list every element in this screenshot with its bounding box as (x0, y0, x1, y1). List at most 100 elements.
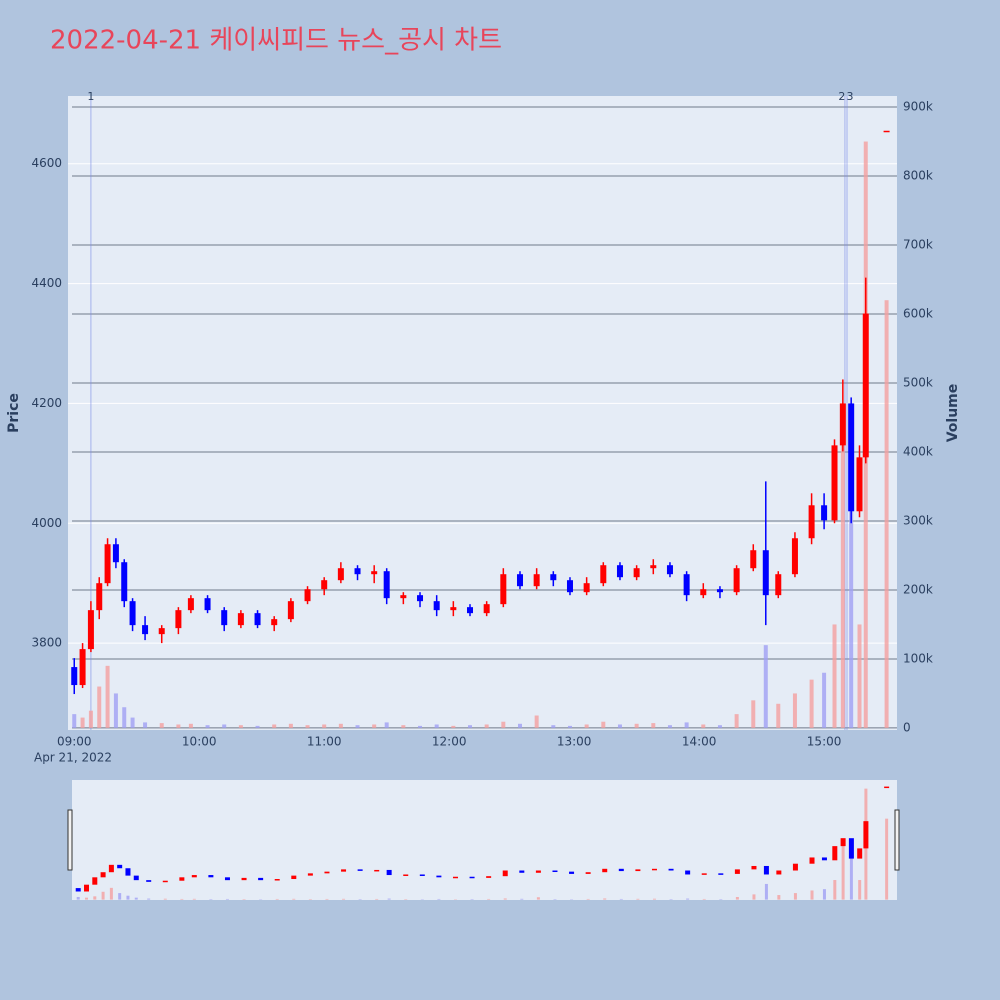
candle-body (96, 583, 103, 611)
candle-body (831, 445, 838, 521)
candle-body (450, 607, 457, 611)
x-tick-label: 11:00 (307, 735, 342, 749)
y2-tick-label: 300k (903, 513, 933, 527)
y2-tick-label: 200k (903, 582, 933, 596)
volume-bar (601, 721, 606, 728)
slider-volume-bar (822, 889, 826, 900)
candle-body (839, 403, 846, 446)
candle-body (550, 574, 557, 581)
slider-handle[interactable] (67, 809, 73, 871)
slider-candle (857, 848, 863, 859)
candle-body (271, 619, 278, 626)
slider-volume-bar (841, 838, 845, 900)
slider-candle (734, 869, 740, 874)
candle-body (337, 568, 344, 581)
candle-body (856, 457, 863, 512)
candle-body (862, 313, 869, 458)
slider-candle (792, 863, 798, 871)
candle-body (221, 610, 228, 626)
y-tick-label: 4600 (31, 156, 62, 170)
slider-volume-bar (858, 880, 862, 900)
slider-candle (519, 870, 525, 873)
volume-bar (517, 723, 522, 728)
plot-area (68, 96, 897, 730)
slider-volume-bar (85, 897, 89, 900)
candle-body (821, 505, 828, 521)
slider-candle (718, 873, 724, 875)
event-label: 2 (838, 90, 845, 103)
slider-candle (486, 876, 492, 878)
volume-bar (97, 686, 102, 728)
slider-volume-bar (375, 898, 379, 900)
slider-volume-bar (118, 893, 122, 900)
volume-bar (468, 725, 473, 728)
slider-candle (374, 869, 380, 872)
slider-volume-bar (358, 899, 362, 900)
range-slider[interactable] (72, 780, 897, 900)
slider-volume-bar (126, 895, 130, 900)
slider-candle (108, 864, 114, 873)
candle-body (700, 589, 707, 596)
candle-body (87, 610, 94, 650)
slider-candle (585, 872, 591, 874)
slider-candle (84, 884, 90, 892)
volume-bar (159, 723, 164, 728)
y-tick-label: 4000 (31, 516, 62, 530)
x-tick-label: 15:00 (807, 735, 842, 749)
slider-volume-bar (325, 898, 329, 900)
volume-bar (205, 725, 210, 728)
candle-body (187, 598, 194, 611)
volume-bar (734, 714, 739, 728)
slider-candle (125, 868, 131, 876)
x-tick-label: 12:00 (432, 735, 467, 749)
slider-volume-bar (308, 899, 312, 900)
y2-tick-label: 600k (903, 307, 933, 321)
slider-candle (75, 888, 81, 892)
candle-body (237, 613, 244, 626)
volume-bar (832, 624, 837, 728)
volume-bar (88, 710, 93, 728)
y-axis-title: Price (6, 393, 22, 433)
x-tick-label: 14:00 (682, 735, 717, 749)
y-tick-label: 4400 (31, 276, 62, 290)
date-label: Apr 21, 2022 (34, 751, 112, 765)
candle-body (383, 571, 390, 599)
volume-bar (667, 725, 672, 728)
candle-body (650, 565, 657, 569)
y-tick-label: 3800 (31, 636, 62, 650)
slider-handle[interactable] (894, 809, 900, 871)
y2-axis-title: Volume (945, 384, 961, 443)
candle-body (204, 598, 211, 611)
slider-candle (569, 871, 575, 874)
volume-bar (884, 300, 889, 728)
slider-volume-bar (93, 896, 97, 900)
volume-bar (551, 725, 556, 728)
chart-title: 2022-04-21 케이씨피드 뉴스_공시 차트 (50, 26, 502, 56)
candle-body (417, 595, 424, 602)
slider-candle (208, 875, 214, 878)
slider-volume-bar (209, 899, 213, 900)
slider-candle (502, 870, 508, 877)
slider-volume-bar (849, 849, 853, 900)
slider-volume-bar (342, 898, 346, 900)
x-tick-label: 10:00 (182, 735, 217, 749)
candle-body (158, 628, 165, 635)
candle-body (71, 667, 78, 686)
slider-candle (117, 864, 123, 869)
slider-candle (668, 868, 674, 871)
slider-candle (651, 868, 657, 871)
volume-bar (484, 724, 489, 728)
candle-body (848, 403, 855, 512)
slider-volume-bar (275, 898, 279, 900)
slider-volume-bar (470, 899, 474, 900)
y-tick-label: 4200 (31, 396, 62, 410)
slider-volume-bar (586, 898, 590, 900)
slider-candle (307, 873, 313, 876)
slider-volume-bar (76, 896, 80, 900)
volume-bar (751, 700, 756, 728)
candle-body (616, 565, 623, 578)
slider-volume-bar (735, 896, 739, 900)
slider-volume-bar (520, 898, 524, 900)
volume-bar (857, 624, 862, 728)
candle-body (750, 550, 757, 569)
